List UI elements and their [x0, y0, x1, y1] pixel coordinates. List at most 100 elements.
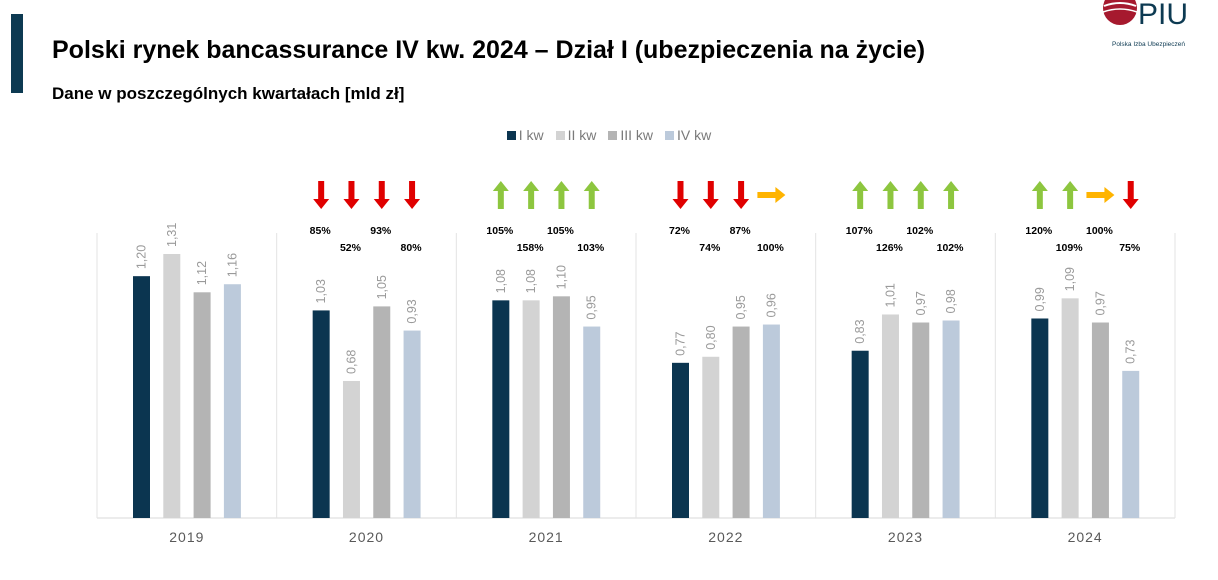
bar [583, 326, 601, 518]
change-percent: 105% [486, 225, 514, 237]
bar [312, 310, 330, 518]
arrow-flat-icon [757, 187, 786, 203]
bar [942, 320, 960, 518]
data-label: 0,83 [853, 319, 867, 343]
bar [373, 306, 391, 518]
arrow-down-icon [702, 181, 719, 209]
change-percent: 105% [547, 225, 575, 237]
bar [133, 276, 150, 518]
page-title: Polski rynek bancassurance IV kw. 2024 –… [52, 36, 926, 64]
data-label: 1,01 [883, 283, 897, 307]
plot-frame: 2019 2020 2021 2022 2023 2024 [96, 233, 1176, 545]
legend-label: IV kw [677, 127, 712, 143]
arrow-down-icon [404, 181, 421, 209]
data-label: 1,09 [1063, 267, 1077, 291]
arrow-down-icon [373, 181, 390, 209]
bar [522, 300, 540, 518]
bar [851, 350, 869, 518]
bar [1031, 318, 1049, 518]
arrow-down-icon [1122, 181, 1139, 209]
bar [403, 330, 421, 518]
x-tick-label: 2019 [169, 529, 204, 545]
data-label: 0,97 [914, 291, 928, 315]
legend-item: III kw [608, 127, 653, 143]
data-label: 0,80 [704, 325, 718, 349]
data-label: 0,77 [674, 331, 688, 355]
change-percent: 72% [669, 225, 691, 237]
data-label: 0,97 [1093, 291, 1107, 315]
change-percent: 102% [906, 225, 934, 237]
logo-globe-icon [1103, 0, 1137, 25]
data-label: 0,99 [1033, 287, 1047, 311]
page-subtitle: Dane w poszczególnych kwartałach [mld zł… [52, 84, 405, 103]
change-percent: 85% [310, 225, 332, 237]
legend-swatch [608, 131, 618, 140]
x-tick-label: 2020 [349, 529, 384, 545]
bar [912, 322, 930, 518]
data-label: 1,08 [524, 269, 538, 293]
arrow-up-icon [1031, 181, 1048, 209]
accent-bar [11, 14, 23, 93]
data-label: 1,08 [494, 269, 508, 293]
arrow-flat-icon [1086, 187, 1115, 203]
legend-item: IV kw [665, 127, 711, 143]
x-tick-label: 2022 [708, 529, 743, 545]
change-percent: 87% [730, 225, 752, 237]
data-label: 1,05 [375, 275, 389, 299]
bar [762, 324, 780, 518]
chart-legend: I kw II kw III kw IV kw [0, 127, 1218, 143]
arrow-up-icon [583, 181, 600, 209]
bar [702, 356, 720, 518]
data-label: 1,20 [135, 245, 149, 269]
change-percent: 52% [340, 242, 362, 254]
bars: 1,20 1,31 1,12 1,16 1,03 0,68 1,05 0,93 1,08 1,08… [133, 223, 1140, 518]
arrow-up-icon [882, 181, 899, 209]
data-label: 0,95 [585, 295, 599, 319]
legend-swatch [555, 131, 565, 140]
bar [342, 380, 360, 518]
change-percent: 103% [577, 242, 605, 254]
data-label: 0,73 [1124, 340, 1138, 364]
arrow-up-icon [943, 181, 960, 209]
arrow-up-icon [553, 181, 570, 209]
x-tick-label: 2024 [1068, 529, 1103, 545]
logo-text: PIU [1138, 0, 1188, 31]
change-percent: 107% [846, 225, 874, 237]
change-percent: 102% [937, 242, 965, 254]
bar [223, 284, 241, 518]
arrow-up-icon [523, 181, 540, 209]
arrow-up-icon [492, 181, 509, 209]
data-label: 0,95 [734, 295, 748, 319]
x-tick-label: 2021 [529, 529, 564, 545]
arrow-down-icon [313, 181, 330, 209]
bar [1091, 322, 1109, 518]
logo-caption: Polska Izba Ubezpieczeń [1112, 41, 1185, 48]
bar [163, 254, 181, 518]
piu-logo: PIU Polska Izba Ubezpieczeń [1102, 0, 1188, 48]
data-label: 1,16 [225, 253, 239, 277]
data-label: 0,68 [344, 350, 358, 374]
bar [552, 296, 570, 518]
legend-item: II kw [555, 127, 597, 143]
change-arrows: 85%52%93%80%105%158%105%103%72%74%87%100… [310, 181, 1141, 254]
arrow-up-icon [912, 181, 929, 209]
change-percent: 80% [401, 242, 423, 254]
arrow-up-icon [1062, 181, 1079, 209]
bar [492, 300, 510, 518]
arrow-up-icon [852, 181, 869, 209]
arrow-down-icon [672, 181, 689, 209]
arrow-down-icon [343, 181, 360, 209]
data-label: 0,93 [405, 299, 419, 323]
change-percent: 126% [876, 242, 904, 254]
arrow-down-icon [733, 181, 750, 209]
change-percent: 120% [1025, 225, 1053, 237]
data-label: 0,98 [944, 289, 958, 313]
bar [1061, 298, 1079, 518]
change-percent: 75% [1119, 242, 1141, 254]
bar [672, 362, 689, 518]
legend-item: I kw [506, 127, 544, 143]
bar [881, 314, 899, 518]
change-percent: 158% [517, 242, 545, 254]
legend-label: II kw [567, 127, 597, 143]
